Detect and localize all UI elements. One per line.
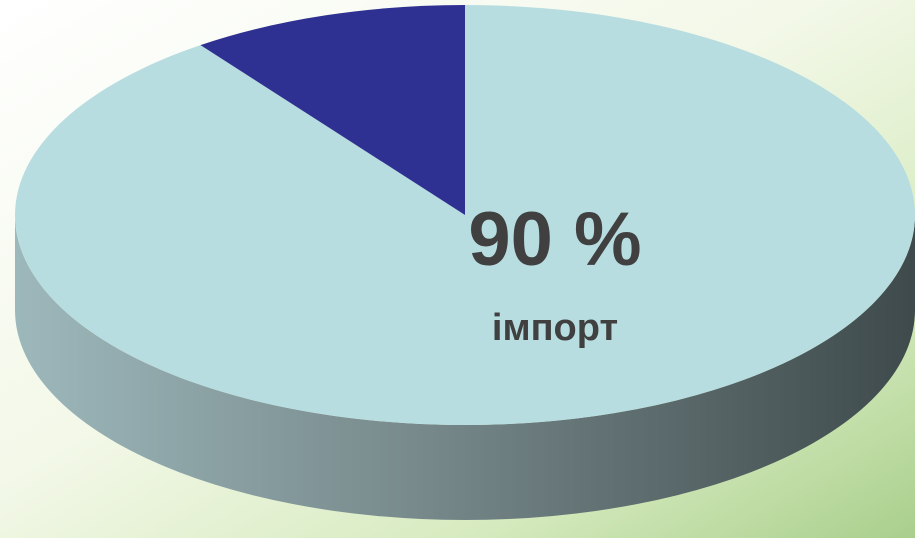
- value-label: 90 %: [468, 197, 641, 282]
- pie: 90 % імпорт: [14, 5, 915, 520]
- pie-side: [15, 215, 915, 520]
- category-label: імпорт: [492, 307, 618, 349]
- pie-slice: [200, 5, 465, 215]
- pie-slice: [14, 5, 915, 426]
